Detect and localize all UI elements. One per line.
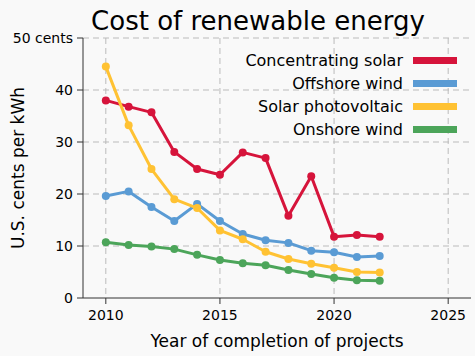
legend-label: Solar photovoltaic [258,97,403,116]
x-axis-label: Year of completion of projects [149,331,403,351]
series-marker [216,217,224,225]
series-marker [216,171,224,179]
series-marker [125,187,133,195]
x-tick-label: 2010 [88,307,124,323]
y-tick [77,90,83,91]
y-tick-label: 50 cents [13,30,73,46]
series-marker [376,269,384,277]
series-marker [262,248,270,256]
series-marker [262,236,270,244]
series-marker [330,233,338,241]
series-marker [125,103,133,111]
legend: Concentrating solar Offshore wind Solar ph… [245,51,457,139]
series-marker [102,63,110,71]
series-marker [170,245,178,253]
y-tick-label: 30 [55,134,73,150]
series-marker [102,192,110,200]
x-tick [448,298,449,304]
legend-label: Concentrating solar [245,51,403,70]
series-marker [239,148,247,156]
y-tick-label: 20 [55,186,73,202]
legend-swatch [413,80,457,87]
y-tick [77,298,83,299]
y-axis-label: U.S. cents per kWh [8,87,28,249]
series-marker [353,253,361,261]
series-marker [239,259,247,267]
x-tick [105,298,106,304]
series-marker [262,154,270,162]
y-tick [77,246,83,247]
chart: Cost of renewable energy 0 10 20 30 40 50 cent… [0,0,475,356]
y-tick-label: 40 [55,82,73,98]
series-marker [376,277,384,285]
y-grid-line [83,38,471,39]
series-marker [147,165,155,173]
y-grid-line [83,142,471,143]
legend-swatch [413,103,457,110]
series-marker [216,226,224,234]
series-marker [102,96,110,104]
series-marker [239,235,247,243]
series-marker [353,268,361,276]
title: Cost of renewable energy [91,6,425,36]
series-marker [284,266,292,274]
series-marker [193,165,201,173]
series-marker [216,256,224,264]
y-grid-line [83,194,471,195]
legend-swatch [413,57,457,64]
series-marker [125,241,133,249]
x-tick-label: 2020 [316,307,352,323]
series-line [106,242,380,280]
y-grid-line [83,90,471,91]
y-axis [83,38,84,298]
series-marker [170,217,178,225]
series-marker [307,172,315,180]
series-marker [330,248,338,256]
series-marker [170,195,178,203]
plot-area [102,63,384,285]
series-marker [307,247,315,255]
series-marker [330,264,338,272]
x-tick [219,298,220,304]
y-tick [77,194,83,195]
y-tick [77,142,83,143]
x-grid-line [448,38,449,298]
x-grid-line [105,38,106,298]
x-axis [83,298,471,299]
series-marker [376,233,384,241]
series-marker [147,243,155,251]
x-tick-label: 2015 [202,307,238,323]
series-marker [284,255,292,263]
series-marker [376,252,384,260]
legend-label: Onshore wind [293,120,403,139]
series-marker [193,204,201,212]
legend-label: Offshore wind [292,74,403,93]
x-tick-label: 2025 [430,307,466,323]
x-tick [334,298,335,304]
series-marker [170,148,178,156]
series-marker [193,251,201,259]
y-tick [77,38,83,39]
series-marker [330,274,338,282]
y-tick-label: 10 [55,238,73,254]
series-marker [284,212,292,220]
y-tick-label: 0 [64,290,73,306]
series-marker [307,270,315,278]
series-marker [147,108,155,116]
series-marker [102,238,110,246]
series-marker [353,276,361,284]
series-marker [307,260,315,268]
series-marker [353,231,361,239]
series-marker [262,261,270,269]
series-marker [125,121,133,129]
series-marker [147,203,155,211]
legend-swatch [413,126,457,133]
series-marker [284,239,292,247]
